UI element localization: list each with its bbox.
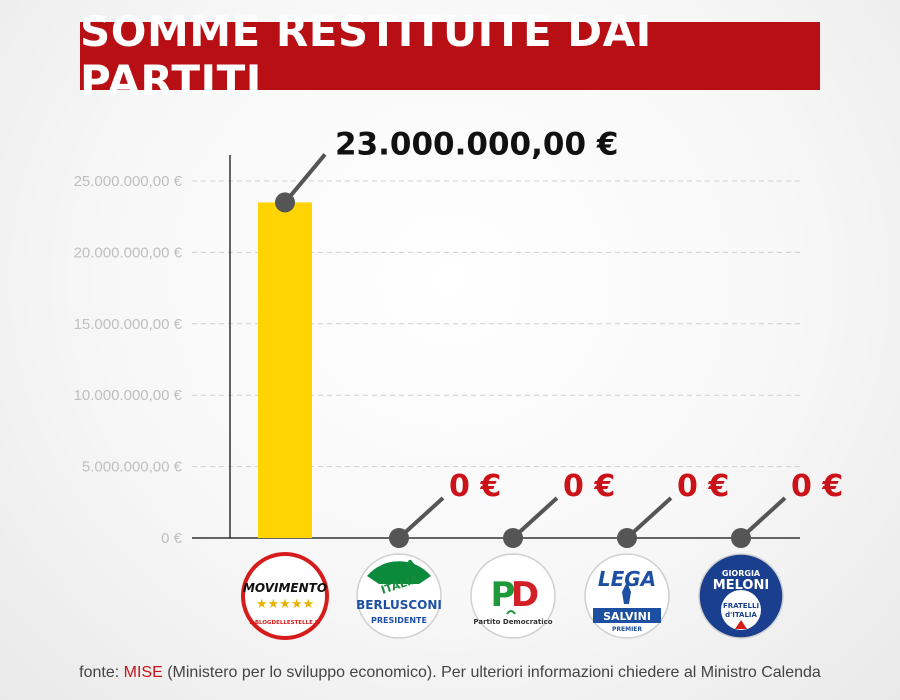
data-label: 0 € bbox=[791, 469, 843, 504]
bar-marker bbox=[731, 528, 751, 548]
bar-marker bbox=[275, 192, 295, 213]
logo-caption: PREMIER bbox=[612, 626, 642, 633]
data-label: 0 € bbox=[449, 469, 501, 504]
page-title: SOMME RESTITUITE DAI PARTITI bbox=[80, 7, 652, 105]
logo-warrior bbox=[622, 582, 631, 604]
logo-text: SALVINI bbox=[603, 610, 651, 623]
data-label: 0 € bbox=[563, 469, 615, 504]
logo-ring bbox=[241, 552, 329, 640]
logo-caption: ILBLOGDELLESTELLE.IT bbox=[249, 620, 321, 626]
y-tick-label: 15.000.000,00 € bbox=[74, 316, 183, 333]
footer-source-highlight: MISE bbox=[123, 664, 163, 681]
callout-line bbox=[283, 153, 327, 204]
y-tick-label: 10.000.000,00 € bbox=[74, 387, 183, 404]
logo-ring bbox=[470, 553, 556, 639]
logo-text: FRATELLI bbox=[723, 602, 759, 610]
bar bbox=[258, 202, 312, 539]
logo-d: D bbox=[511, 575, 539, 615]
y-tick-label: 20.000.000,00 € bbox=[74, 244, 183, 261]
footer-rest: (Ministero per lo sviluppo economico). P… bbox=[162, 664, 821, 681]
logo-flame bbox=[735, 620, 747, 629]
logo-text: BERLUSCONI bbox=[356, 598, 442, 612]
logo-text: d'ITALIA bbox=[725, 611, 757, 619]
partito-democratico-logo: PD Partito Democratico bbox=[470, 553, 556, 639]
logo-caption: Partito Democratico bbox=[473, 618, 552, 626]
bar-marker bbox=[617, 528, 637, 548]
logo-branch bbox=[506, 610, 516, 615]
logo-text: GIORGIA bbox=[722, 569, 761, 578]
source-footer: fonte: MISE (Ministero per lo sviluppo e… bbox=[0, 664, 900, 682]
bar-marker bbox=[389, 528, 409, 548]
title-banner: SOMME RESTITUITE DAI PARTITI bbox=[80, 7, 820, 105]
logo-text: PRESIDENTE bbox=[371, 616, 427, 625]
logo-text: MOVIMENTO bbox=[243, 581, 327, 595]
data-label: 0 € bbox=[677, 469, 729, 504]
movimento-5-stelle-logo: MOVIMENTO ★★★★★ ILBLOGDELLESTELLE.IT bbox=[241, 552, 329, 640]
y-tick-label: 25.000.000,00 € bbox=[74, 173, 183, 190]
y-tick-label: 0 € bbox=[161, 530, 183, 547]
bar-chart: 0 € 5.000.000,00 € 10.000.000,00 € 15.000.0… bbox=[74, 126, 843, 640]
bar-marker bbox=[503, 528, 523, 548]
logo-stars: ★★★★★ bbox=[256, 597, 314, 612]
logo-band bbox=[367, 561, 431, 584]
logo-band bbox=[593, 608, 661, 623]
logo-p: P bbox=[491, 575, 516, 615]
data-label: 23.000.000,00 € bbox=[335, 126, 618, 162]
footer-prefix: fonte: bbox=[79, 664, 124, 681]
logo-inner bbox=[721, 590, 761, 630]
logo-text: MELONI bbox=[713, 578, 769, 593]
y-tick-label: 5.000.000,00 € bbox=[82, 459, 183, 476]
